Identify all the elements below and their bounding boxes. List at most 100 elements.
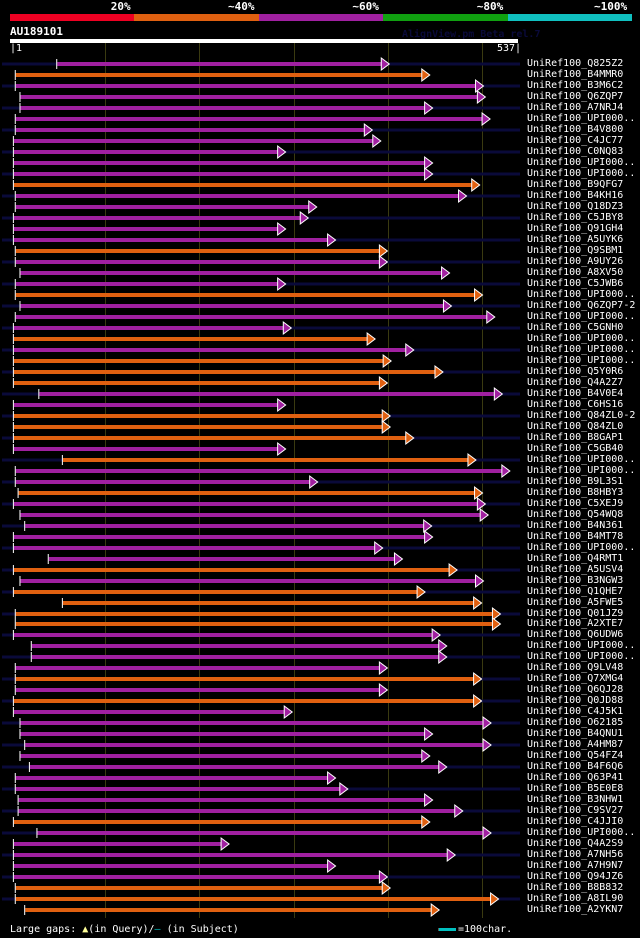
hit-label[interactable]: UniRef100_C5GNH0 (527, 322, 624, 333)
hit-label[interactable]: UniRef100_Q01JZ9 (527, 608, 624, 619)
hit-label[interactable]: UniRef100_Q4RMT1 (527, 553, 624, 564)
hit-row[interactable] (2, 585, 520, 599)
hit-row[interactable] (14, 68, 431, 82)
hit-row[interactable] (2, 870, 520, 884)
hit-label[interactable]: UniRef100_Q94JZ6 (527, 871, 624, 882)
hit-label[interactable]: UniRef100_Q54FZ4 (527, 750, 624, 761)
hit-row[interactable] (14, 310, 496, 324)
hit-row[interactable] (2, 848, 520, 862)
hit-row[interactable] (14, 683, 389, 697)
hit-label[interactable]: UniRef100_UPI000.. (527, 827, 636, 838)
hit-row[interactable] (12, 705, 294, 719)
hit-label[interactable]: UniRef100_A7NH56 (527, 849, 624, 860)
hit-row[interactable] (17, 486, 484, 500)
hit-row[interactable] (19, 508, 490, 522)
hit-row[interactable] (12, 859, 337, 873)
hit-label[interactable]: UniRef100_B4F6Q6 (527, 761, 624, 772)
hit-row[interactable] (2, 804, 520, 818)
hit-row[interactable] (2, 563, 520, 577)
hit-row[interactable] (61, 596, 483, 610)
hit-label[interactable]: UniRef100_B3NHW1 (527, 794, 624, 805)
hit-row[interactable] (19, 749, 431, 763)
hit-label[interactable]: UniRef100_Q91GH4 (527, 223, 624, 234)
hit-row[interactable] (12, 815, 431, 829)
hit-row[interactable] (2, 123, 520, 137)
hit-row[interactable] (17, 793, 434, 807)
hit-row[interactable] (2, 826, 520, 840)
hit-label[interactable]: UniRef100_A8XV50 (527, 267, 624, 278)
hit-row[interactable] (2, 365, 520, 379)
hit-label[interactable]: UniRef100_Q9SBM1 (527, 245, 624, 256)
hit-label[interactable]: UniRef100_Q6ZQP7 (527, 91, 624, 102)
hit-label[interactable]: UniRef100_C9SV27 (527, 805, 624, 816)
hit-row[interactable] (12, 354, 392, 368)
hit-label[interactable]: UniRef100_Q825Z2 (527, 58, 624, 69)
hit-label[interactable]: UniRef100_Q6ZQP7-2 (527, 300, 636, 311)
hit-row[interactable] (2, 519, 520, 533)
hit-label[interactable]: UniRef100_B4KH16 (527, 190, 624, 201)
hit-row[interactable] (2, 892, 520, 906)
hit-label[interactable]: UniRef100_Q0JD88 (527, 695, 624, 706)
hit-row[interactable] (12, 530, 434, 544)
hit-label[interactable]: UniRef100_Q54WQ8 (527, 509, 624, 520)
hit-label[interactable]: UniRef100_UPI000.. (527, 113, 636, 124)
hit-label[interactable]: UniRef100_A2XTE7 (527, 618, 624, 629)
hit-row[interactable] (2, 475, 520, 489)
hit-row[interactable] (19, 90, 487, 104)
hit-label[interactable]: UniRef100_A5UYK6 (527, 234, 624, 245)
hit-label[interactable]: UniRef100_A4HM87 (527, 739, 624, 750)
hit-label[interactable]: UniRef100_Q6UDW6 (527, 629, 624, 640)
hit-label[interactable]: UniRef100_Q84ZL0-2 (527, 410, 636, 421)
hit-label[interactable]: UniRef100_UPI000.. (527, 157, 636, 168)
hit-label[interactable]: UniRef100_A5USV4 (527, 564, 624, 575)
hit-row[interactable] (19, 266, 451, 280)
hit-row[interactable] (2, 343, 520, 357)
hit-label[interactable]: UniRef100_A7NRJ4 (527, 102, 624, 113)
hit-row[interactable] (2, 387, 520, 401)
hit-label[interactable]: UniRef100_UPI000.. (527, 542, 636, 553)
hit-label[interactable]: UniRef100_UPI000.. (527, 355, 636, 366)
hit-row[interactable] (2, 101, 520, 115)
hit-row[interactable] (2, 167, 520, 181)
hit-row[interactable] (14, 288, 484, 302)
hit-label[interactable]: UniRef100_Q7XMG4 (527, 673, 624, 684)
hit-row[interactable] (2, 79, 520, 93)
hit-row[interactable] (2, 321, 520, 335)
hit-label[interactable]: UniRef100_B8GAP1 (527, 432, 624, 443)
hit-row[interactable] (2, 650, 520, 664)
hit-row[interactable] (2, 607, 520, 621)
hit-label[interactable]: UniRef100_B4V800 (527, 124, 624, 135)
hit-label[interactable]: UniRef100_Q18DZ3 (527, 201, 624, 212)
hit-row[interactable] (12, 376, 389, 390)
hit-label[interactable]: UniRef100_C6HS16 (527, 399, 624, 410)
hit-row[interactable] (14, 464, 511, 478)
hit-label[interactable]: UniRef100_B3NGW3 (527, 575, 624, 586)
hit-label[interactable]: UniRef100_B4N361 (527, 520, 624, 531)
hit-row[interactable] (47, 552, 404, 566)
hit-row[interactable] (2, 628, 520, 642)
hit-label[interactable]: UniRef100_UPI000.. (527, 168, 636, 179)
hit-label[interactable]: UniRef100_B4V0E4 (527, 388, 624, 399)
hit-row[interactable] (12, 222, 287, 236)
hit-row[interactable] (12, 134, 382, 148)
hit-label[interactable]: UniRef100_A8IL90 (527, 893, 624, 904)
hit-row[interactable] (2, 738, 520, 752)
hit-row[interactable] (2, 145, 520, 159)
hit-row[interactable] (2, 716, 520, 730)
hit-row[interactable] (12, 420, 392, 434)
hit-row[interactable] (19, 727, 434, 741)
hit-row[interactable] (14, 112, 491, 126)
hit-label[interactable]: UniRef100_UPI000.. (527, 311, 636, 322)
hit-label[interactable]: UniRef100_B3M6C2 (527, 80, 624, 91)
hit-label[interactable]: UniRef100_UPI000.. (527, 344, 636, 355)
hit-label[interactable]: UniRef100_Q84ZL0 (527, 421, 624, 432)
hit-label[interactable]: UniRef100_UPI000.. (527, 640, 636, 651)
hit-row[interactable] (14, 200, 318, 214)
hit-label[interactable]: UniRef100_C5JBY8 (527, 212, 624, 223)
hit-row[interactable] (2, 760, 520, 774)
hit-row[interactable] (19, 574, 485, 588)
hit-row[interactable] (2, 541, 520, 555)
hit-label[interactable]: UniRef100_Q4A2Z7 (527, 377, 624, 388)
hit-row[interactable] (2, 233, 520, 247)
hit-label[interactable]: UniRef100_B4QNU1 (527, 728, 624, 739)
